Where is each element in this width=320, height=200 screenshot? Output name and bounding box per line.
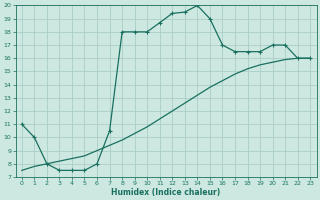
X-axis label: Humidex (Indice chaleur): Humidex (Indice chaleur) bbox=[111, 188, 221, 197]
